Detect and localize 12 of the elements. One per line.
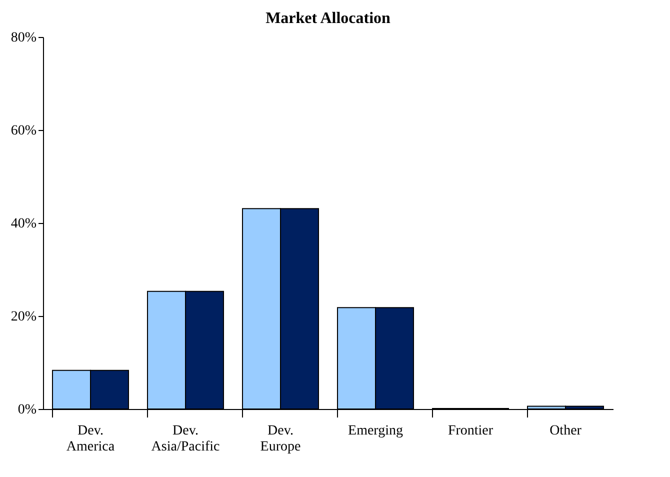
chart-title: Market Allocation — [266, 10, 391, 27]
x-tick-label: Dev. Europe — [260, 424, 301, 454]
x-tick-label: Emerging — [348, 424, 403, 438]
y-tick-label: 80% — [10, 30, 37, 46]
y-tick-label: 0% — [18, 402, 37, 418]
y-tick-label: 60% — [10, 124, 37, 138]
x-tick-label: Dev. America — [66, 424, 116, 454]
x-tick-label: Other — [550, 424, 582, 438]
x-tick-label: Dev. Asia/Pacific — [151, 424, 220, 454]
y-tick-label: 40% — [10, 216, 37, 232]
x-tick-label: Frontier — [448, 424, 494, 438]
y-tick-label: 20% — [10, 310, 37, 324]
